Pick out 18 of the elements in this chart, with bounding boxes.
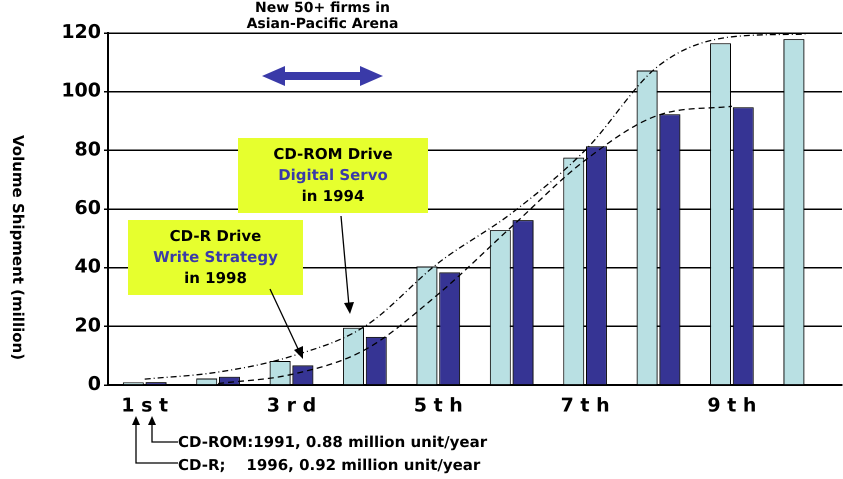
y-tick-label: 20	[74, 314, 101, 336]
y-tick-label: 40	[74, 256, 101, 278]
x-tick-label: 5 t h	[414, 394, 463, 416]
y-tick-label: 60	[74, 196, 101, 219]
y-tick-label: 120	[61, 20, 101, 43]
annotation: CD-ROM Drive Digital Servo in 1994	[272, 144, 394, 207]
y-tick-label: 100	[61, 80, 101, 102]
text: CD-ROM:1991, 0.88 million unit/year	[178, 432, 488, 453]
x-tick-label: 1 s t	[121, 394, 168, 416]
y-axis-title: Volume Shipment (million)	[9, 135, 27, 360]
x-tick-label: 7 t h	[560, 394, 610, 416]
x-tick-label: 3 r d	[266, 394, 316, 416]
text: New 50+ firms in Asian-Pacific Arena	[240, 0, 405, 32]
annotation: CD-R Drive Write Strategy in 1998	[152, 226, 279, 289]
y-tick-label: 80	[74, 138, 101, 160]
text: CD-R; 1996, 0.92 million unit/year	[178, 455, 482, 476]
x-tick-label: 9 t h	[707, 394, 756, 416]
y-tick-label: 0	[88, 372, 101, 395]
